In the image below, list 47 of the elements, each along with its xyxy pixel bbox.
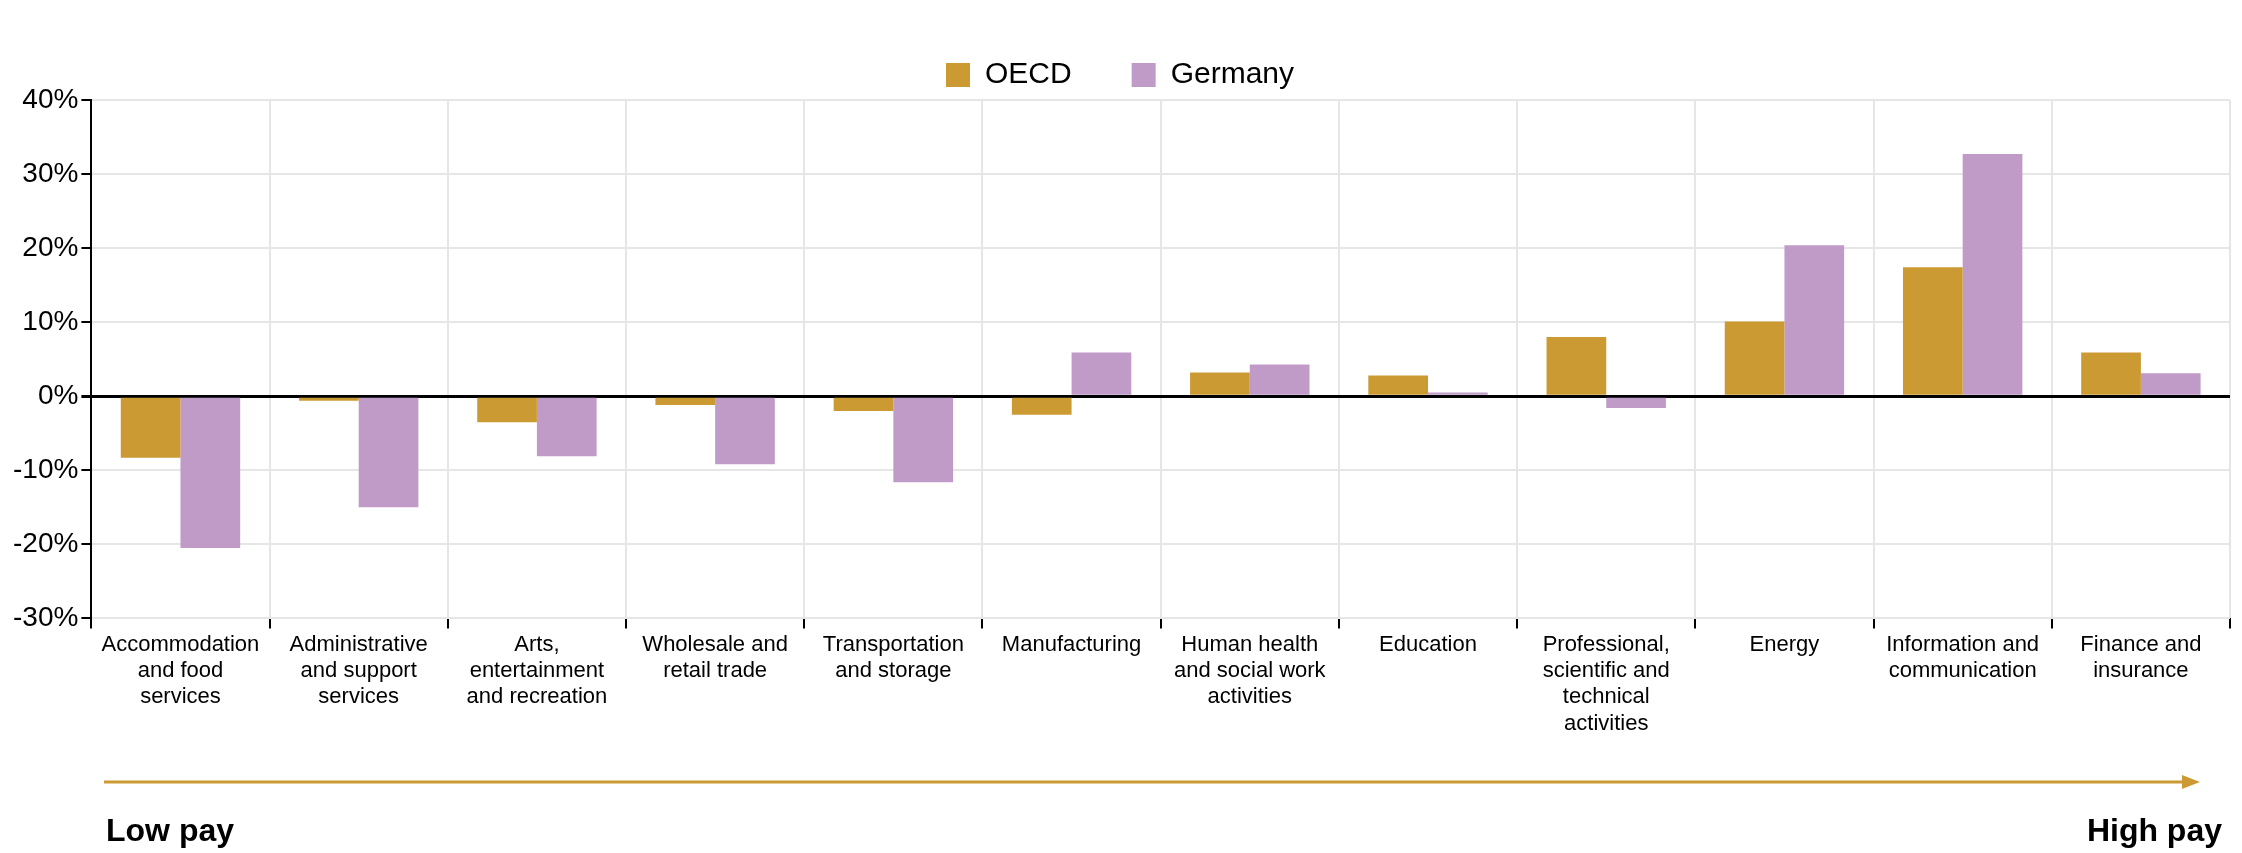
bar xyxy=(1546,336,1607,395)
y-tick-label: -30% xyxy=(12,601,79,633)
bar xyxy=(477,397,537,423)
x-tick-label: Wholesale and retail trade xyxy=(642,630,788,683)
bar xyxy=(1368,375,1429,395)
x-tick-label: Finance and insurance xyxy=(2080,630,2202,683)
bar xyxy=(1902,267,1963,395)
x-tick-label: Education xyxy=(1379,630,1477,656)
x-tick-label: Energy xyxy=(1749,630,1820,656)
x-tick-label: Arts, entertainment and recreation xyxy=(466,630,608,709)
x-tick-label: Manufacturing xyxy=(1001,630,1142,656)
y-tick-label: 30% xyxy=(22,156,79,188)
x-tick-label: Administrative and support services xyxy=(289,630,428,709)
y-tick-label: -10% xyxy=(12,453,79,484)
bar xyxy=(1071,352,1132,395)
legend-label: OECD xyxy=(984,56,1072,90)
x-tick-label: Accommodation and food services xyxy=(101,630,260,709)
bar xyxy=(180,397,241,549)
bar xyxy=(893,397,954,483)
x-tick-label: Professional, scientific and technical activities xyxy=(1542,630,1670,735)
bar xyxy=(1428,392,1488,395)
x-tick-label: Human health and social work activities xyxy=(1173,630,1327,709)
bar xyxy=(715,397,775,465)
bar xyxy=(120,397,181,458)
bar xyxy=(358,397,419,508)
x-tick-label: Transportation and storage xyxy=(822,630,964,683)
bar xyxy=(1011,397,1072,415)
bar xyxy=(1190,372,1250,395)
bar xyxy=(1249,364,1310,395)
y-tick-label: 0% xyxy=(37,378,79,410)
x-tick-label: Information and communication xyxy=(1886,630,2040,683)
bar xyxy=(833,397,894,412)
y-tick-label: 10% xyxy=(22,304,79,336)
y-tick-label: 20% xyxy=(22,230,79,262)
bar xyxy=(1724,321,1785,395)
text: High pay xyxy=(2086,812,2222,849)
bar xyxy=(655,397,716,406)
bar xyxy=(2081,352,2141,395)
y-tick-label: -20% xyxy=(12,527,79,559)
bar xyxy=(1606,397,1666,409)
text: Low pay xyxy=(106,812,235,849)
y-tick-label: 40% xyxy=(22,82,79,114)
legend-label: Germany xyxy=(1170,56,1295,90)
bar xyxy=(1784,245,1845,395)
bar xyxy=(2140,373,2201,395)
bar xyxy=(536,397,597,457)
bar xyxy=(298,397,359,401)
